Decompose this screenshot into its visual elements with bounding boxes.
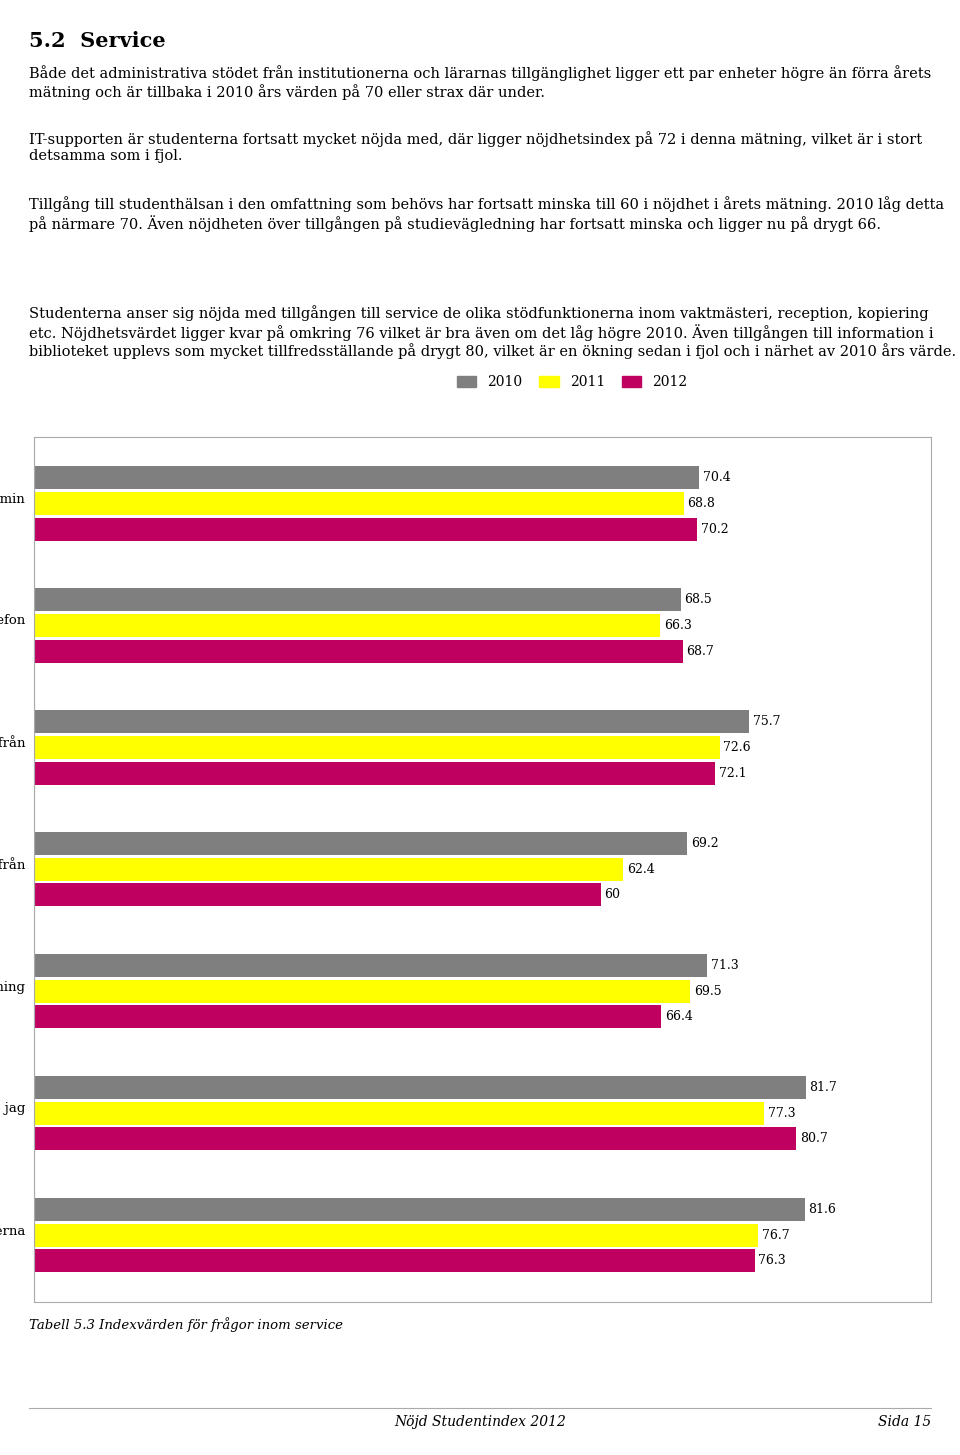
Bar — [34, 761, 715, 784]
Text: 75.7: 75.7 — [753, 716, 780, 729]
Bar — [34, 954, 708, 978]
Bar — [34, 1250, 755, 1272]
Legend: 2010, 2011, 2012: 2010, 2011, 2012 — [451, 370, 693, 394]
Bar — [34, 492, 684, 515]
Text: 62.4: 62.4 — [627, 863, 655, 876]
Bar — [34, 832, 687, 856]
Text: 60: 60 — [604, 889, 620, 902]
Text: 81.7: 81.7 — [809, 1081, 837, 1094]
Text: IT-supporten är studenterna fortsatt mycket nöjda med, där ligger nöjdhetsindex : IT-supporten är studenterna fortsatt myc… — [29, 131, 922, 163]
Text: 72.6: 72.6 — [723, 741, 751, 754]
Bar — [34, 710, 749, 733]
Bar — [34, 1224, 758, 1247]
Text: Studenterna anser sig nöjda med tillgången till service de olika stödfunktionern: Studenterna anser sig nöjda med tillgång… — [29, 306, 956, 359]
Text: 68.5: 68.5 — [684, 594, 712, 607]
Text: 66.3: 66.3 — [663, 618, 692, 631]
Text: 69.5: 69.5 — [694, 985, 722, 998]
Text: 80.7: 80.7 — [800, 1132, 828, 1145]
Text: 69.2: 69.2 — [691, 837, 719, 850]
Bar — [34, 1101, 764, 1125]
Bar — [34, 1077, 805, 1099]
Bar — [34, 467, 699, 489]
Bar — [34, 640, 683, 662]
Bar — [34, 1197, 804, 1221]
Bar — [34, 1005, 661, 1029]
Text: 70.4: 70.4 — [703, 471, 731, 485]
Text: Tillgång till studenthälsan i den omfattning som behövs har fortsatt minska till: Tillgång till studenthälsan i den omfatt… — [29, 196, 944, 231]
Bar — [34, 979, 690, 1002]
Bar — [34, 858, 623, 880]
Text: 76.7: 76.7 — [762, 1228, 790, 1241]
Text: Sida 15: Sida 15 — [878, 1414, 931, 1429]
Text: 5.2  Service: 5.2 Service — [29, 31, 165, 51]
Bar — [34, 883, 601, 906]
Bar — [34, 736, 720, 760]
Text: 68.8: 68.8 — [687, 498, 715, 511]
Text: 72.1: 72.1 — [719, 767, 746, 780]
Bar — [34, 518, 697, 541]
Text: Både det administrativa stödet från institutionerna och lärarnas tillgänglighet : Både det administrativa stödet från inst… — [29, 65, 931, 100]
Text: 68.7: 68.7 — [686, 645, 714, 658]
Bar — [34, 1128, 796, 1151]
Text: 71.3: 71.3 — [711, 959, 739, 972]
Text: 81.6: 81.6 — [808, 1203, 836, 1216]
Text: Nöjd Studentindex 2012: Nöjd Studentindex 2012 — [394, 1414, 566, 1429]
Text: Tabell 5.3 Indexvärden för frågor inom service: Tabell 5.3 Indexvärden för frågor inom s… — [29, 1317, 343, 1331]
Text: 70.2: 70.2 — [701, 522, 729, 535]
Text: 76.3: 76.3 — [758, 1254, 786, 1267]
Bar — [34, 614, 660, 637]
Bar — [34, 588, 681, 611]
Text: 66.4: 66.4 — [664, 1010, 692, 1023]
Text: 77.3: 77.3 — [768, 1107, 796, 1120]
